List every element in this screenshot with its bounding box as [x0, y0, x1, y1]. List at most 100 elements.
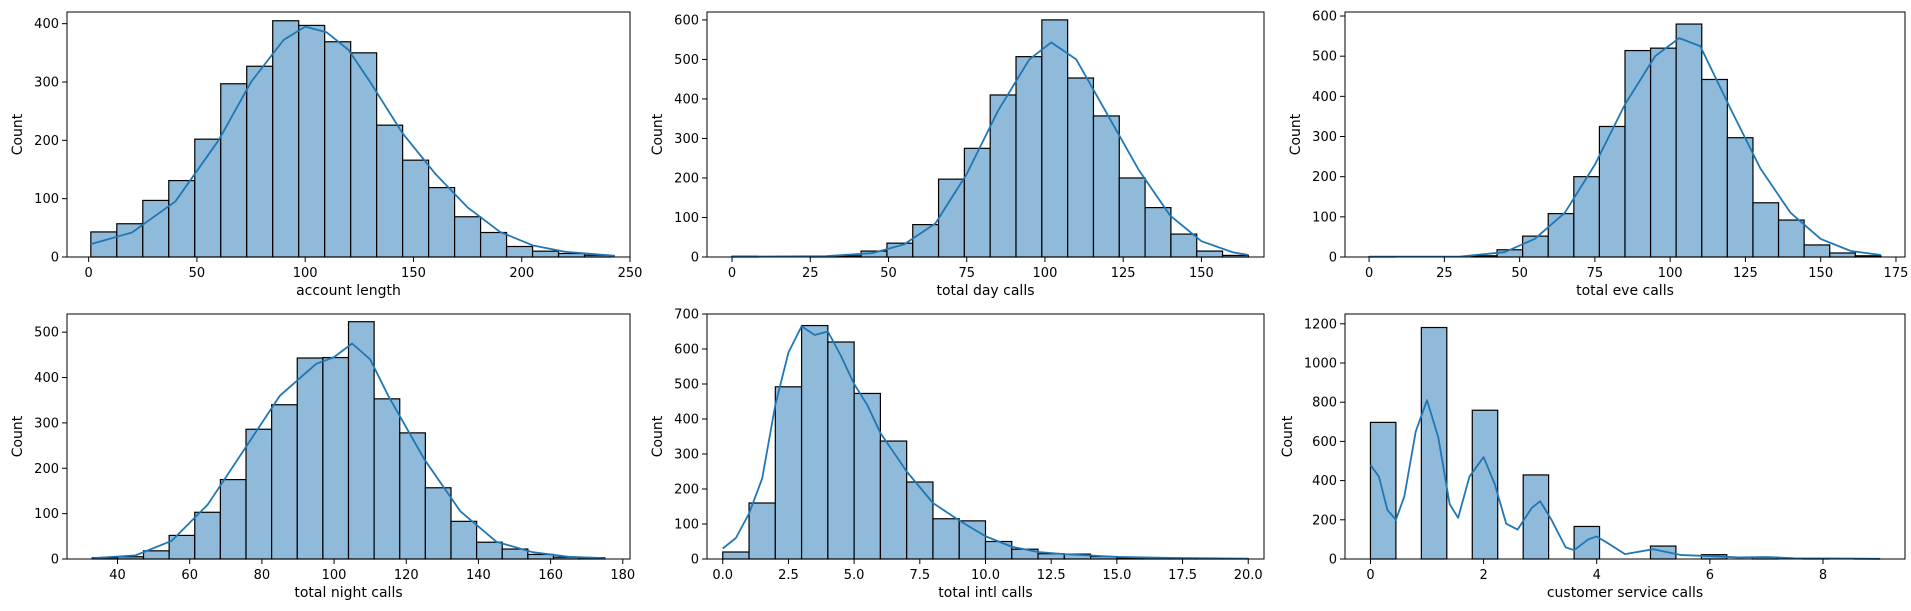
x-tick-label: 17.5	[1168, 568, 1197, 583]
kde-line	[1369, 37, 1882, 258]
histogram-bar	[800, 324, 829, 560]
histogram-bar	[989, 94, 1017, 258]
y-tick-label: 0	[691, 251, 699, 266]
x-tick-label: 12.5	[1037, 568, 1066, 583]
y-tick-label: 400	[1312, 90, 1337, 105]
x-axis-label: total intl calls	[938, 585, 1032, 601]
x-tick-label: 20.0	[1234, 568, 1263, 583]
histogram-bar	[1170, 233, 1198, 258]
y-axis-label: Count	[1288, 113, 1304, 155]
y-axis-label: Count	[650, 113, 666, 155]
x-tick-label: 50	[880, 266, 897, 281]
x-axis-label: total day calls	[936, 283, 1034, 299]
histogram-bar	[906, 481, 934, 560]
y-axis-label: Count	[10, 113, 26, 155]
x-tick-label: 250	[618, 266, 643, 281]
y-tick-label: 100	[674, 518, 699, 533]
x-tick-label: 120	[394, 568, 419, 583]
histogram-bar	[373, 398, 401, 560]
y-tick-label: 1000	[1304, 357, 1337, 372]
y-tick-label: 800	[1312, 396, 1337, 411]
histogram-bar	[505, 245, 534, 258]
histogram-bar	[1041, 19, 1069, 258]
histogram-bar	[853, 392, 882, 560]
histogram-bar	[1547, 213, 1575, 258]
x-tick-label: 2	[1479, 568, 1487, 583]
y-tick-label: 200	[674, 483, 699, 498]
kde-line	[732, 41, 1249, 258]
y-tick-label: 600	[1312, 10, 1337, 25]
y-tick-label: 500	[674, 378, 699, 393]
axes-frame	[1344, 313, 1906, 560]
histogram-bar	[90, 231, 118, 258]
histogram-bar	[1144, 207, 1172, 258]
y-tick-label: 200	[34, 462, 59, 477]
histogram-bar	[1777, 219, 1805, 258]
histogram-bar	[350, 52, 378, 258]
histogram-bar	[1420, 326, 1448, 560]
x-tick-label: 75	[1587, 266, 1604, 281]
x-tick-label: 4	[1593, 568, 1601, 583]
histogram-bar	[479, 231, 508, 258]
histogram-bar	[220, 83, 248, 258]
y-tick-label: 500	[1312, 50, 1337, 65]
x-axis-label: total eve calls	[1576, 283, 1674, 299]
histogram-bar	[1624, 49, 1652, 258]
histogram-bar	[194, 511, 221, 560]
histogram-bar	[937, 178, 965, 258]
y-axis-label: Count	[1280, 415, 1296, 457]
histogram-bar	[557, 252, 586, 258]
histogram-bar	[748, 502, 776, 560]
histogram-bar	[450, 520, 478, 560]
histogram-bar	[1015, 56, 1043, 258]
histogram-bar	[1092, 115, 1120, 258]
axes-frame	[1344, 11, 1906, 258]
x-tick-label: 50	[189, 266, 206, 281]
x-tick-label: 0.0	[712, 568, 733, 583]
x-tick-label: 175	[1884, 266, 1909, 281]
y-tick-label: 300	[674, 448, 699, 463]
histogram-bar	[454, 216, 482, 258]
x-tick-label: 15.0	[1102, 568, 1131, 583]
subplot-5: 0.0 2.5 5.0 7.5 10.0 12.5 15.0 17.5 20.0 0 100 200 3…	[650, 308, 1265, 601]
histogram-bar	[246, 65, 274, 258]
x-tick-label: 125	[1111, 266, 1136, 281]
x-tick-label: 150	[401, 266, 426, 281]
histogram-bar	[774, 386, 803, 560]
y-tick-label: 0	[1329, 553, 1337, 568]
x-tick-label: 100	[293, 266, 318, 281]
histogram-bar	[271, 404, 298, 560]
x-axis-label: customer service calls	[1547, 585, 1703, 601]
kde-line	[90, 25, 615, 257]
axes-frame	[66, 11, 631, 258]
histogram-bar	[963, 147, 991, 258]
x-axis-label: total night calls	[294, 585, 402, 601]
histogram-bar	[1675, 23, 1703, 258]
x-tick-label: 0	[85, 266, 93, 281]
y-tick-label: 0	[691, 553, 699, 568]
y-tick-label: 300	[34, 76, 59, 91]
y-tick-label: 1200	[1304, 317, 1337, 332]
histogram-bar	[1196, 250, 1224, 258]
histogram-bar	[245, 428, 273, 560]
x-tick-label: 150	[1189, 266, 1214, 281]
x-tick-label: 80	[254, 568, 271, 583]
x-tick-label: 100	[1658, 266, 1683, 281]
y-tick-label: 300	[674, 132, 699, 147]
histogram-bar	[296, 357, 324, 560]
histogram-bar	[324, 41, 352, 258]
y-tick-label: 600	[674, 343, 699, 358]
axes-frame	[66, 313, 631, 560]
y-tick-label: 300	[1312, 130, 1337, 145]
x-tick-label: 25	[802, 266, 819, 281]
y-tick-label: 100	[34, 192, 59, 207]
y-tick-label: 600	[1312, 435, 1337, 450]
histogram-bar	[399, 432, 426, 560]
histogram-bar	[298, 24, 326, 258]
histogram-bar	[272, 20, 300, 258]
x-tick-label: 100	[322, 568, 347, 583]
x-tick-label: 0	[728, 266, 736, 281]
histogram-bar	[932, 518, 960, 560]
y-axis-label: Count	[10, 415, 26, 457]
